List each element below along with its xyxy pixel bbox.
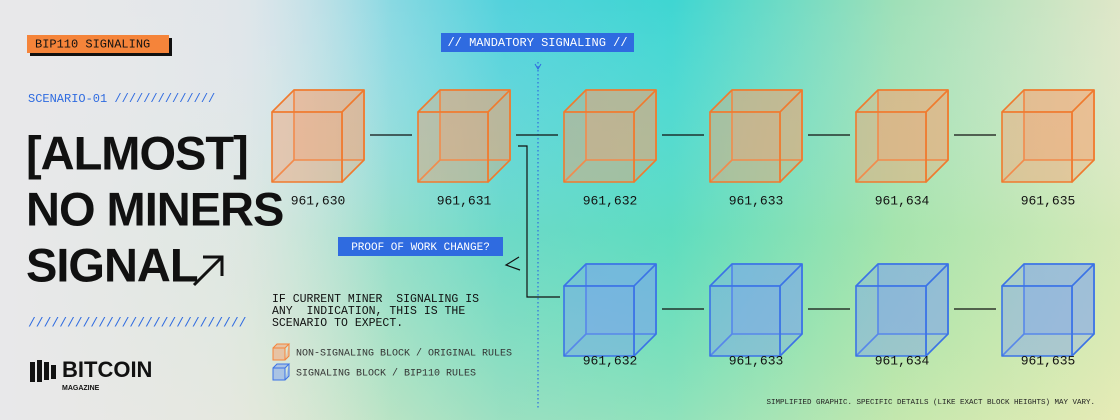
cube-edge bbox=[709, 333, 733, 357]
block-cube bbox=[855, 89, 949, 183]
block-height: 961,634 bbox=[875, 353, 930, 368]
logo-mark bbox=[30, 360, 56, 382]
cube-front bbox=[563, 111, 635, 183]
cube-front bbox=[855, 285, 927, 357]
fork-line bbox=[518, 145, 560, 298]
block-height: 961,633 bbox=[729, 353, 784, 368]
cube-edge bbox=[563, 333, 587, 357]
divider: //////////////////////////// bbox=[28, 315, 247, 330]
footnote: SIMPLIFIED GRAPHIC. SPECIFIC DETAILS (LI… bbox=[766, 399, 1095, 407]
description-line: IF CURRENT MINER SIGNALING IS bbox=[272, 293, 479, 306]
cube-edge bbox=[709, 159, 733, 183]
arrow-icon bbox=[192, 255, 224, 287]
cube-edge bbox=[855, 333, 879, 357]
legend-label: SIGNALING BLOCK / BIP110 RULES bbox=[296, 368, 476, 380]
cube-edge bbox=[1001, 159, 1025, 183]
cube-front bbox=[563, 285, 635, 357]
logo-name: BITCOIN bbox=[62, 357, 152, 382]
cube-edge bbox=[271, 159, 295, 183]
description-line: ANY INDICATION, THIS IS THE bbox=[272, 305, 465, 318]
fork-label: PROOF OF WORK CHANGE? bbox=[351, 242, 490, 254]
legend-label: NON-SIGNALING BLOCK / ORIGINAL RULES bbox=[296, 348, 512, 360]
cube-front bbox=[1001, 111, 1073, 183]
chains: 961,630 961,631 961,632 961,633 961,634 961,6… bbox=[271, 89, 1095, 368]
mandatory-label-box bbox=[441, 33, 634, 52]
cube-edge bbox=[1001, 333, 1025, 357]
block-cube bbox=[1001, 89, 1095, 183]
cube-front bbox=[855, 111, 927, 183]
headline-line: [ALMOST] bbox=[26, 126, 248, 179]
block-height: 961,633 bbox=[729, 193, 784, 208]
cube-front bbox=[709, 111, 781, 183]
cube-edge bbox=[563, 159, 587, 183]
block-cube bbox=[709, 89, 803, 183]
block-cube bbox=[563, 89, 657, 183]
scenario: SCENARIO-01 ////////////// bbox=[28, 92, 215, 106]
block-height: 961,635 bbox=[1021, 353, 1076, 368]
badge bbox=[27, 35, 169, 53]
block-cube bbox=[271, 89, 365, 183]
legend-swatch bbox=[272, 343, 291, 361]
fork-label-box bbox=[338, 237, 503, 256]
block-cube bbox=[709, 263, 803, 357]
cube-front bbox=[709, 285, 781, 357]
block-height: 961,634 bbox=[875, 193, 930, 208]
description-line: SCENARIO TO EXPECT. bbox=[272, 317, 403, 330]
cube-front bbox=[417, 111, 489, 183]
mandatory-label: // MANDATORY SIGNALING // bbox=[447, 36, 627, 50]
logo-sub: MAGAZINE bbox=[62, 385, 100, 392]
legend-swatch bbox=[272, 363, 291, 381]
cube-edge bbox=[855, 159, 879, 183]
headline-line: NO MINERS bbox=[26, 182, 283, 235]
deadline-arrow bbox=[534, 63, 542, 70]
block-height: 961,632 bbox=[583, 193, 638, 208]
cube-front bbox=[271, 111, 343, 183]
block-cube bbox=[563, 263, 657, 357]
block-cube bbox=[417, 89, 511, 183]
headline-line: SIGNAL bbox=[26, 238, 198, 291]
cube-front bbox=[1001, 285, 1073, 357]
cube-edge bbox=[417, 159, 441, 183]
block-cube bbox=[1001, 263, 1095, 357]
fork-pointer bbox=[504, 256, 521, 271]
block-height: 961,630 bbox=[291, 193, 346, 208]
badge-text: BIP110 SIGNALING bbox=[35, 38, 150, 52]
block-height: 961,631 bbox=[437, 193, 492, 208]
block-height: 961,632 bbox=[583, 353, 638, 368]
block-height: 961,635 bbox=[1021, 193, 1076, 208]
block-cube bbox=[855, 263, 949, 357]
